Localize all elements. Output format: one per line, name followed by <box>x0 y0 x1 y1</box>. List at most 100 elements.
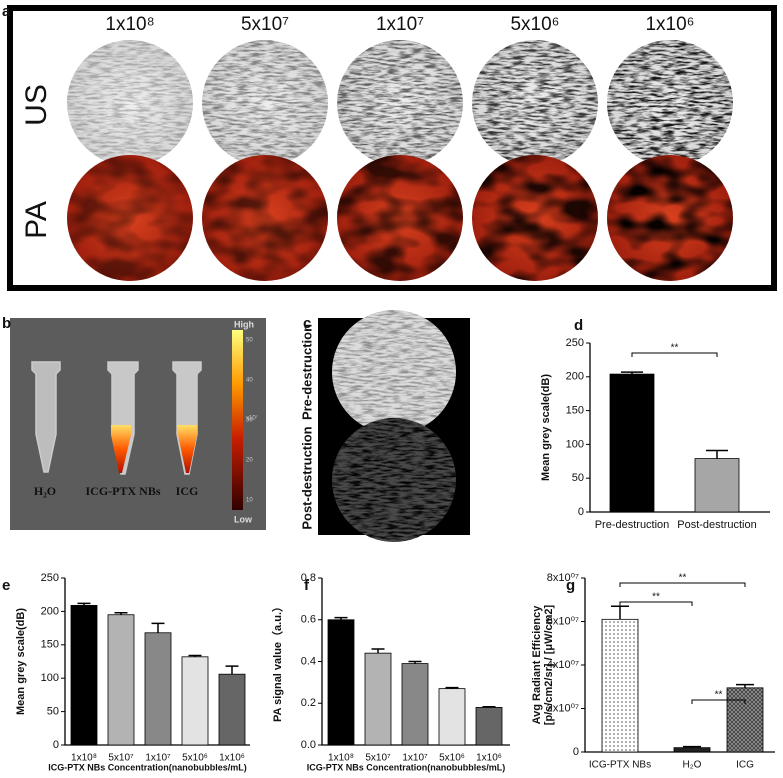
y-tick-label: 8x10⁰⁷ <box>547 572 579 584</box>
x-tick-label: 5x10⁷ <box>108 753 134 764</box>
significance: ** <box>679 573 687 584</box>
column-label: 5x10⁶ <box>510 14 559 35</box>
scale-tick: 50 <box>246 338 253 344</box>
x-axis-label: ICG-PTX NBs Concentration(nanobubbles/mL… <box>307 762 506 772</box>
y-tick-label: 100 <box>41 672 59 684</box>
y-tick-label: 250 <box>566 337 584 349</box>
y-axis-label: PA signal value（a.u.） <box>271 601 284 722</box>
pa-texture <box>337 155 463 281</box>
significance-bracket <box>619 601 693 606</box>
pa-texture <box>202 155 328 281</box>
bar <box>144 632 172 746</box>
error-bar <box>683 745 701 748</box>
significance-bracket <box>631 352 718 357</box>
us-texture <box>472 40 598 166</box>
us-texture <box>607 40 733 166</box>
y-axis-label: Mean grey scale(dB) <box>540 374 552 481</box>
error-bar <box>225 665 239 675</box>
y-tick-label: 0.6 <box>301 614 316 626</box>
sample-label: ICG <box>176 484 199 498</box>
panel-letter: c <box>303 315 311 332</box>
error-bar <box>371 648 385 654</box>
y-tick-label: 0.0 <box>301 739 316 751</box>
noise <box>337 155 463 281</box>
error-bar <box>188 654 202 657</box>
panel-letter: g <box>566 577 575 594</box>
tubes <box>31 361 202 475</box>
scale-tick: 30 <box>246 418 253 424</box>
significance-bracket <box>619 582 746 587</box>
x-tick-label: 1x10⁸ <box>328 753 354 764</box>
error-bar <box>621 371 643 375</box>
us-texture <box>337 40 463 166</box>
sample-label: H₂O <box>34 484 56 498</box>
row-label: Post-destruction <box>299 426 314 529</box>
y-tick-label: 50 <box>47 706 59 718</box>
sample-label: ICG-PTX NBs <box>85 484 160 498</box>
error-bar <box>706 449 728 459</box>
color-scale <box>232 330 243 510</box>
scale-tick: 10 <box>246 498 253 504</box>
us-texture <box>202 40 328 166</box>
noise <box>67 40 193 166</box>
significance-bracket <box>691 699 746 704</box>
x-tick-label: ICG-PTX NBs <box>589 760 651 771</box>
y-tick-label: 0 <box>578 506 584 518</box>
x-tick-label: Post-destruction <box>677 519 756 531</box>
scale-tick: 20 <box>246 458 253 464</box>
x-tick-label: H₂O <box>683 760 702 771</box>
error-bar <box>334 616 348 620</box>
noise <box>472 155 598 281</box>
bar <box>673 747 711 753</box>
y-tick-label: 200 <box>41 605 59 617</box>
bar <box>475 707 503 746</box>
panel-letter: b <box>2 315 11 332</box>
error-bar <box>611 605 629 620</box>
y-axis-label: [p/s/cm2/sr] / [μW/cm2] <box>543 604 555 725</box>
panel-letter: e <box>2 577 10 594</box>
x-tick-label: 1x10⁸ <box>71 753 97 764</box>
error-bar <box>482 706 496 708</box>
noise <box>337 40 463 166</box>
y-tick-label: 4x10⁰⁷ <box>547 659 579 671</box>
x-axis-label: ICG-PTX NBs Concentration(nanobubbles/mL… <box>48 762 247 772</box>
bar <box>694 458 740 513</box>
column-label: 1x10⁶ <box>645 14 694 35</box>
x-tick-label: 5x10⁶ <box>182 753 208 764</box>
bar <box>364 652 392 746</box>
y-tick-label: 250 <box>41 572 59 584</box>
y-axis-label: Avg Radiant Efficiency <box>531 605 543 725</box>
y-tick-label: 0.8 <box>301 572 316 584</box>
noise <box>202 155 328 281</box>
error-bar <box>114 611 128 615</box>
y-tick-label: 0.4 <box>301 655 316 667</box>
noise <box>202 40 328 166</box>
y-tick-label: 0.2 <box>301 697 316 709</box>
y-tick-label: 2x10⁰⁷ <box>547 702 579 714</box>
y-tick-label: 150 <box>566 405 584 417</box>
bar <box>70 604 98 746</box>
bar <box>218 673 246 746</box>
panel-letter: d <box>574 317 583 334</box>
significance: ** <box>652 592 660 603</box>
bar <box>726 687 764 753</box>
y-tick-label: 200 <box>566 371 584 383</box>
us-texture <box>67 40 193 166</box>
x-tick-label: ICG <box>736 760 754 771</box>
error-bar <box>408 660 422 664</box>
x-tick-label: 1x10⁶ <box>476 753 502 764</box>
y-tick-label: 0 <box>53 739 59 751</box>
column-label: 1x10⁷ <box>376 14 424 35</box>
x-tick-label: 1x10⁶ <box>219 753 245 764</box>
y-tick-label: 100 <box>566 438 584 450</box>
scale-high: High <box>234 319 254 329</box>
scale-tick: 40 <box>246 378 253 384</box>
bar <box>181 656 209 746</box>
y-tick-label: 150 <box>41 639 59 651</box>
row-label: US <box>20 84 53 126</box>
error-bar <box>445 686 459 689</box>
y-tick-label: 50 <box>572 472 584 484</box>
bar <box>438 688 466 746</box>
x-tick-label: 5x10⁶ <box>439 753 465 764</box>
